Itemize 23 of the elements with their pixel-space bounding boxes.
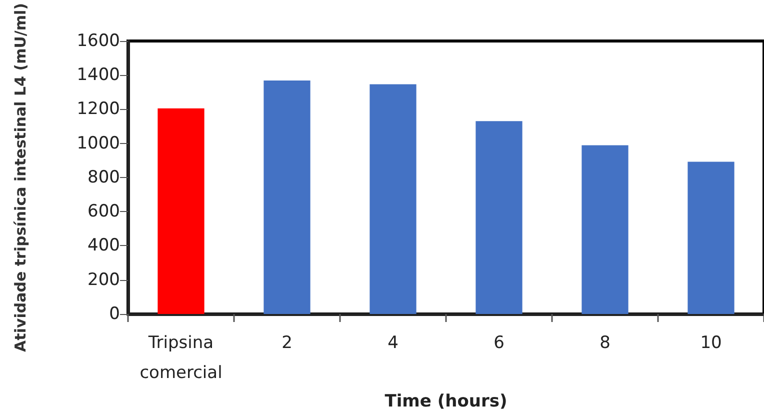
x-tick-label: 10 bbox=[700, 333, 722, 353]
x-tick-label: 8 bbox=[600, 333, 610, 353]
x-tick-label: 2 bbox=[282, 333, 292, 353]
x-tick-label: Tripsina comercial bbox=[140, 333, 222, 383]
y-tick-label: 800 bbox=[88, 167, 120, 188]
x-tick-label: 4 bbox=[388, 333, 398, 353]
y-axis-title: Atividade tripsínica intestinal L4 (mU/ml) bbox=[12, 2, 30, 352]
y-tick-label: 1200 bbox=[76, 99, 120, 120]
bar bbox=[264, 80, 310, 314]
bar bbox=[158, 108, 204, 314]
y-tick-label: 600 bbox=[88, 202, 120, 222]
x-tick-label: 6 bbox=[494, 333, 504, 353]
y-tick-label: 200 bbox=[88, 270, 120, 290]
y-tick-label: 1600 bbox=[76, 30, 120, 51]
y-tick-label: 1400 bbox=[76, 65, 120, 86]
y-tick-label: 400 bbox=[88, 236, 120, 256]
bar bbox=[476, 121, 522, 314]
y-tick-label: 1000 bbox=[76, 133, 120, 154]
bar bbox=[370, 84, 416, 314]
y-tick-label: 0 bbox=[109, 304, 120, 324]
x-axis-title: Time (hours) bbox=[384, 391, 508, 412]
bar bbox=[582, 145, 628, 314]
bar bbox=[688, 162, 734, 314]
